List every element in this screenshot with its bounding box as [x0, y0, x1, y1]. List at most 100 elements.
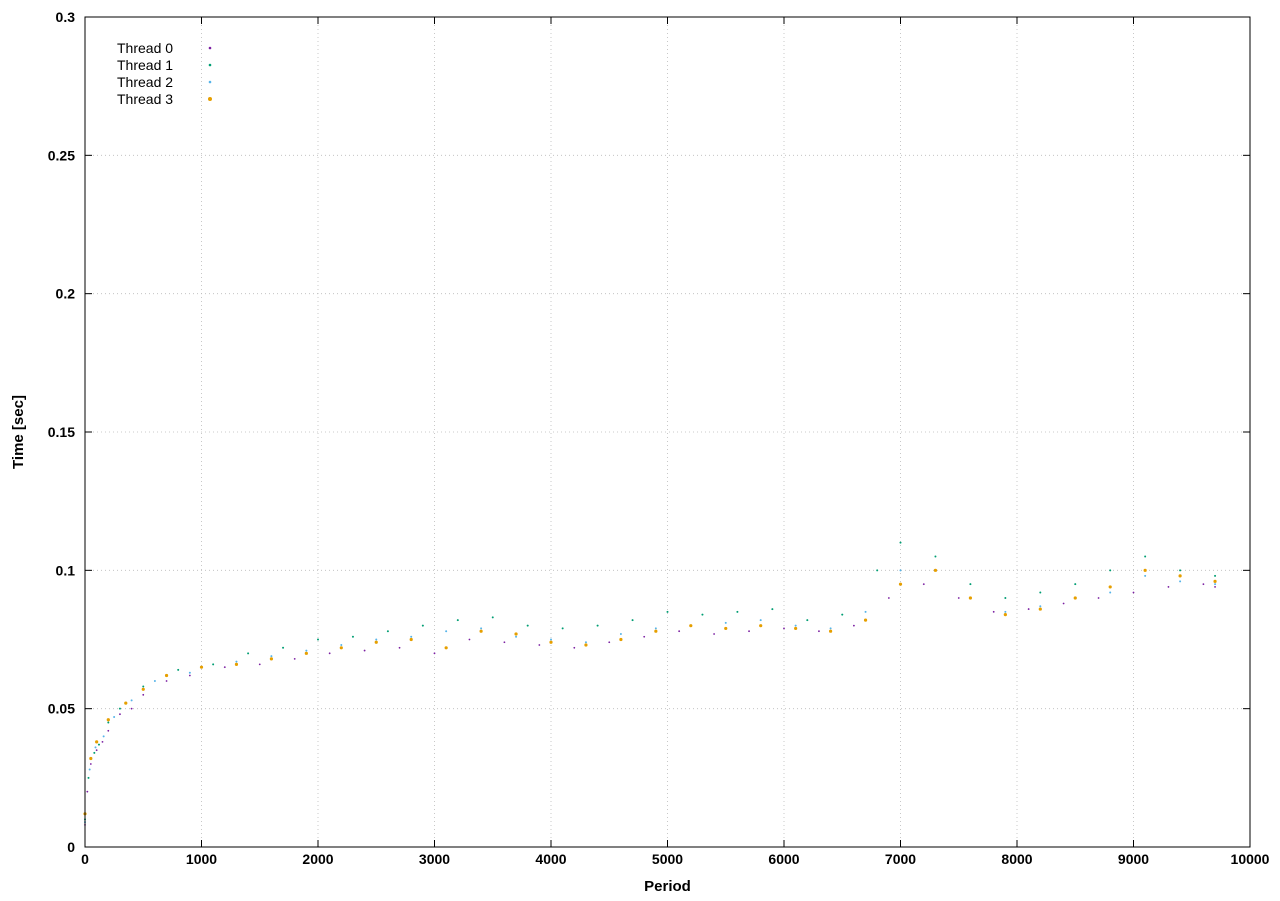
data-point	[491, 616, 494, 619]
data-point	[468, 638, 471, 641]
data-point	[1109, 591, 1112, 594]
data-point	[86, 790, 89, 793]
data-point	[538, 644, 541, 646]
data-point	[102, 735, 105, 738]
data-point	[444, 646, 448, 650]
data-point	[922, 583, 925, 586]
data-point	[374, 640, 378, 644]
data-point	[130, 707, 133, 710]
data-point	[1179, 580, 1182, 583]
data-point	[1073, 596, 1077, 600]
data-point	[863, 618, 868, 622]
data-point	[94, 746, 97, 749]
data-point	[130, 699, 133, 702]
data-point	[1039, 591, 1042, 594]
data-point	[351, 635, 354, 638]
data-point	[584, 643, 588, 647]
data-point	[992, 610, 995, 613]
data-point	[619, 632, 622, 635]
data-point	[142, 685, 145, 688]
data-point	[783, 627, 785, 630]
data-point	[456, 619, 459, 622]
data-point	[107, 729, 110, 732]
data-point	[339, 646, 343, 650]
data-point	[97, 743, 100, 746]
data-point	[794, 626, 798, 631]
data-point	[304, 651, 308, 655]
data-point	[480, 627, 483, 630]
data-point	[247, 652, 250, 655]
data-points	[83, 541, 1217, 826]
data-point	[759, 619, 762, 622]
data-point	[386, 630, 389, 633]
data-point	[1213, 579, 1217, 584]
data-point	[748, 630, 750, 633]
data-point	[118, 707, 121, 710]
data-point	[1038, 607, 1042, 611]
legend-marker	[208, 63, 212, 67]
legend-label: Thread 1	[117, 57, 173, 73]
data-point	[269, 657, 273, 661]
data-point	[445, 630, 448, 633]
data-point	[258, 663, 261, 666]
x-axis-title: Period	[644, 878, 691, 895]
data-point	[1004, 610, 1007, 613]
x-tick-label: 9000	[1118, 851, 1149, 867]
data-point	[864, 610, 867, 613]
data-point	[853, 624, 855, 627]
data-point	[1144, 574, 1147, 577]
data-point	[899, 569, 902, 572]
data-point	[643, 635, 646, 638]
data-point	[829, 629, 833, 633]
y-tick-label: 0.25	[48, 147, 75, 163]
data-point	[223, 666, 226, 669]
data-point	[1039, 605, 1042, 608]
data-point	[514, 632, 518, 636]
data-point	[1074, 583, 1077, 586]
x-tick-label: 3000	[419, 851, 450, 867]
data-point	[270, 655, 273, 658]
y-tick-label: 0.1	[56, 562, 76, 578]
data-point	[421, 624, 424, 627]
data-point	[666, 610, 669, 613]
data-point	[1179, 569, 1182, 572]
data-point	[328, 652, 331, 655]
data-point	[933, 568, 938, 572]
data-point	[898, 582, 903, 586]
x-tick-label: 1000	[186, 851, 217, 867]
data-point	[153, 680, 156, 682]
data-point	[503, 641, 506, 644]
data-point	[608, 641, 611, 644]
data-point	[736, 610, 739, 613]
data-point	[968, 596, 973, 600]
data-point	[1004, 597, 1007, 599]
data-point	[794, 624, 797, 627]
data-point	[724, 621, 727, 624]
data-point	[165, 680, 168, 682]
series-3	[83, 568, 1217, 816]
data-point	[141, 687, 145, 691]
data-point	[89, 756, 93, 761]
data-point	[724, 626, 728, 631]
x-tick-label: 8000	[1001, 851, 1032, 867]
x-tick-label: 7000	[885, 851, 916, 867]
data-point	[678, 630, 681, 633]
data-point	[164, 673, 169, 678]
data-point	[899, 541, 902, 544]
data-point	[1143, 568, 1147, 572]
x-tick-label: 4000	[535, 851, 566, 867]
data-point	[654, 627, 657, 630]
data-point	[106, 718, 110, 722]
data-point	[375, 638, 378, 641]
data-point	[479, 629, 483, 633]
data-point	[93, 751, 96, 754]
data-point	[177, 668, 180, 671]
data-point	[234, 662, 239, 667]
data-point	[107, 721, 110, 724]
tick-labels: 0 1000 2000 3000 4000 5000 6000 7000 8000 9000 100…	[48, 9, 1270, 867]
data-point	[515, 635, 518, 638]
data-point	[876, 569, 879, 572]
y-axis-title: Time [sec]	[10, 395, 27, 469]
legend-marker	[208, 80, 212, 84]
